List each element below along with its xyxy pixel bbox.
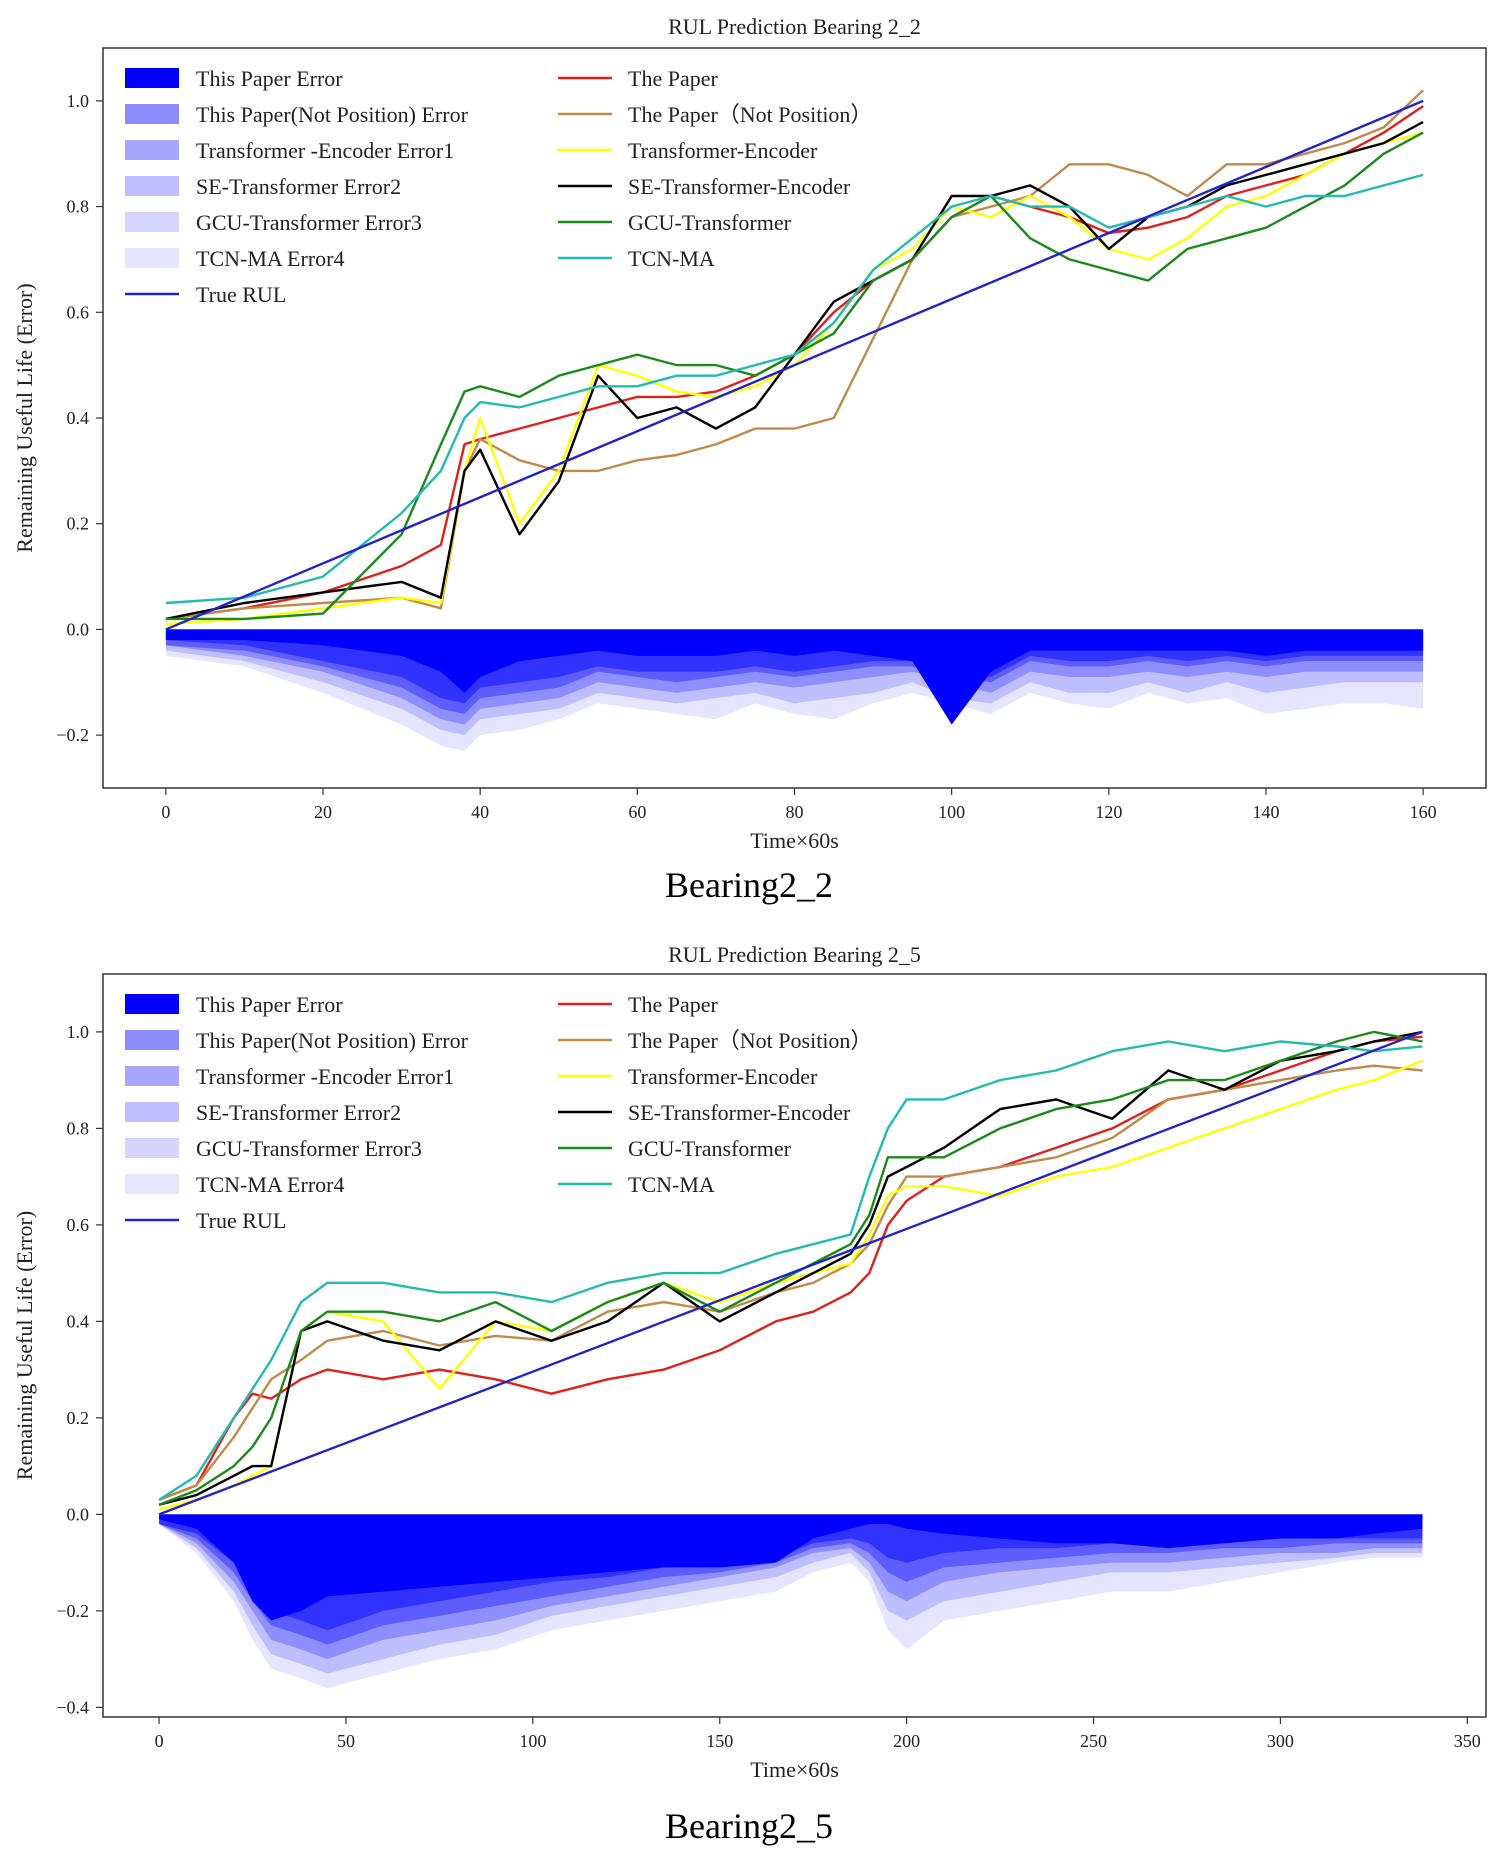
x-tick-label: 100: [938, 802, 965, 822]
legend-label: Transformer -Encoder Error1: [196, 138, 454, 163]
x-tick-label: 150: [706, 1731, 733, 1751]
chart-panel-1: 0 20 40 60 80 100 120 140 160 −0.2 0.0 0.2 0.4 0.6 0.8…: [12, 14, 1487, 905]
legend-swatch: [125, 1066, 179, 1086]
x-tick-label: 120: [1095, 802, 1122, 822]
chart-title: RUL Prediction Bearing 2_5: [668, 942, 921, 967]
legend-swatch: [125, 1174, 179, 1194]
series-line-4: [158, 1030, 1423, 1506]
y-tick-label: 0.6: [67, 1215, 90, 1235]
y-tick-label: 0.4: [67, 408, 90, 428]
x-tick-label: 40: [471, 802, 489, 822]
legend-label: Transformer-Encoder: [628, 1064, 818, 1089]
legend-swatch: [125, 104, 179, 124]
y-axis-label: Remaining Useful Life (Error): [12, 1211, 37, 1480]
series-line-5: [158, 1030, 1423, 1506]
series-line-6: [165, 173, 1424, 605]
legend-label: GCU-Transformer: [628, 1136, 792, 1161]
y-tick-label: 0.0: [67, 1504, 90, 1524]
legend: This Paper Error This Paper(Not Position)…: [125, 66, 872, 307]
true-rul-line: [158, 1030, 1423, 1516]
legend-label: GCU-Transformer: [628, 210, 792, 235]
legend-label: GCU-Transformer Error3: [196, 1136, 422, 1161]
legend-label: This Paper Error: [196, 66, 343, 91]
legend-label: TCN-MA: [628, 1172, 715, 1197]
y-tick-label: 0.2: [67, 1408, 90, 1428]
y-axis-label: Remaining Useful Life (Error): [12, 283, 37, 552]
x-tick-label: 80: [786, 802, 804, 822]
legend-label: The Paper（Not Position）: [628, 1028, 872, 1053]
y-tick-label: −0.2: [56, 725, 89, 745]
legend-label: This Paper(Not Position) Error: [196, 102, 469, 127]
legend-swatch: [125, 1030, 179, 1050]
figure-caption: Bearing2_5: [665, 1806, 833, 1846]
x-tick-label: 140: [1252, 802, 1279, 822]
y-tick-label: 0.0: [67, 619, 90, 639]
legend-swatch: [125, 1138, 179, 1158]
legend-label: The Paper（Not Position）: [628, 102, 872, 127]
y-tick-label: 0.2: [67, 514, 90, 534]
legend-label: The Paper: [628, 66, 718, 91]
x-tick-label: 20: [314, 802, 332, 822]
legend-swatch: [125, 140, 179, 160]
y-tick-label: 0.4: [67, 1311, 90, 1331]
y-tick-label: 0.6: [67, 302, 90, 322]
legend-swatch: [125, 1102, 179, 1122]
legend-label: TCN-MA Error4: [196, 246, 344, 271]
error-area-6: [159, 1514, 1423, 1621]
legend-label: True RUL: [196, 1208, 286, 1233]
legend-swatch: [125, 212, 179, 232]
y-tick-label: −0.2: [56, 1601, 89, 1621]
x-tick-label: 350: [1454, 1731, 1481, 1751]
legend-label: SE-Transformer Error2: [196, 1100, 401, 1125]
y-tick-label: 0.8: [67, 197, 90, 217]
x-tick-label: 50: [337, 1731, 355, 1751]
legend-label: This Paper Error: [196, 992, 343, 1017]
chart-title: RUL Prediction Bearing 2_2: [668, 14, 921, 39]
y-tick-label: −0.4: [56, 1697, 89, 1717]
legend-label: SE-Transformer Error2: [196, 174, 401, 199]
y-tick-label: 1.0: [67, 1022, 90, 1042]
legend-label: SE-Transformer-Encoder: [628, 1100, 851, 1125]
legend-label: TCN-MA: [628, 246, 715, 271]
chart-panel-2: 0 50 100 150 200 250 300 350 −0.4 −0.2 0.0 0.2 0.4 0.…: [12, 942, 1487, 1846]
x-tick-label: 200: [893, 1731, 920, 1751]
x-tick-label: 60: [628, 802, 646, 822]
x-tick-label: 100: [519, 1731, 546, 1751]
series-line-4: [165, 120, 1424, 621]
legend-swatch: [125, 248, 179, 268]
y-tick-label: 0.8: [67, 1118, 90, 1138]
x-tick-label: 0: [155, 1731, 164, 1751]
legend-label: Transformer-Encoder: [628, 138, 818, 163]
figure-caption: Bearing2_2: [665, 865, 833, 905]
legend-label: The Paper: [628, 992, 718, 1017]
x-axis-label: Time×60s: [750, 828, 839, 853]
true-rul-line: [165, 99, 1424, 631]
legend-label: Transformer -Encoder Error1: [196, 1064, 454, 1089]
legend-swatch: [125, 176, 179, 196]
x-tick-label: 250: [1080, 1731, 1107, 1751]
legend-label: GCU-Transformer Error3: [196, 210, 422, 235]
legend-swatch: [125, 994, 179, 1014]
series-line-2: [158, 1064, 1423, 1502]
x-tick-label: 300: [1267, 1731, 1294, 1751]
legend-label: TCN-MA Error4: [196, 1172, 344, 1197]
x-axis-label: Time×60s: [750, 1757, 839, 1782]
legend-label: True RUL: [196, 282, 286, 307]
series-line-5: [165, 131, 1424, 621]
legend-label: This Paper(Not Position) Error: [196, 1028, 469, 1053]
x-tick-label: 0: [161, 802, 170, 822]
x-tick-label: 160: [1410, 802, 1437, 822]
error-area-6: [165, 629, 1424, 725]
legend-label: SE-Transformer-Encoder: [628, 174, 851, 199]
legend-swatch: [125, 68, 179, 88]
series-line-6: [158, 1040, 1423, 1501]
y-tick-label: 1.0: [67, 91, 90, 111]
legend: This Paper Error This Paper(Not Position)…: [125, 992, 872, 1233]
